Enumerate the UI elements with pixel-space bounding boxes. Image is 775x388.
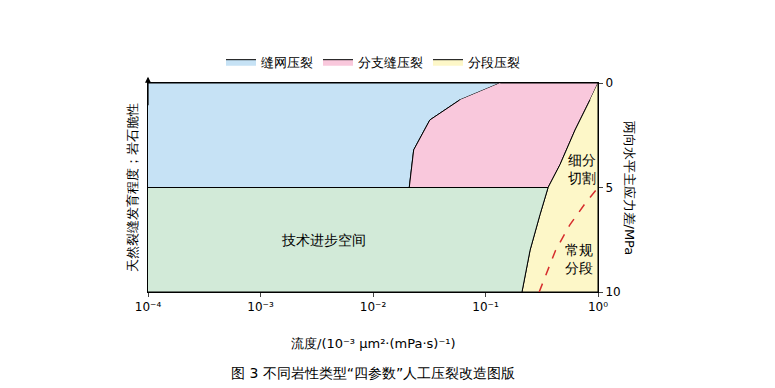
svg-text:常规分段: 常规分段 (565, 242, 593, 276)
svg-text:10: 10 (605, 285, 620, 299)
svg-text:10⁻²: 10⁻² (360, 300, 387, 314)
svg-text:缝网压裂: 缝网压裂 (261, 55, 313, 70)
svg-text:5: 5 (605, 181, 613, 195)
svg-text:流度/(10⁻³ μm²·(mPa·s)⁻¹): 流度/(10⁻³ μm²·(mPa·s)⁻¹) (291, 336, 456, 351)
svg-text:细分切割: 细分切割 (568, 152, 596, 186)
svg-text:10⁻³: 10⁻³ (247, 300, 274, 314)
svg-text:分支缝压裂: 分支缝压裂 (358, 55, 423, 70)
svg-text:图 3 不同岩性类型“四参数”人工压裂改造图版: 图 3 不同岩性类型“四参数”人工压裂改造图版 (231, 365, 515, 381)
svg-text:10⁰: 10⁰ (588, 300, 608, 314)
svg-text:技术进步空间: 技术进步空间 (281, 232, 366, 248)
svg-text:天然裂缝发育程度；岩石脆性: 天然裂缝发育程度；岩石脆性 (125, 103, 140, 272)
svg-text:分段压裂: 分段压裂 (468, 55, 520, 70)
svg-text:10⁻¹: 10⁻¹ (472, 300, 499, 314)
svg-text:两向水平主应力差/MPa: 两向水平主应力差/MPa (622, 121, 637, 256)
svg-text:10⁻⁴: 10⁻⁴ (135, 300, 162, 314)
svg-text:0: 0 (605, 76, 613, 90)
